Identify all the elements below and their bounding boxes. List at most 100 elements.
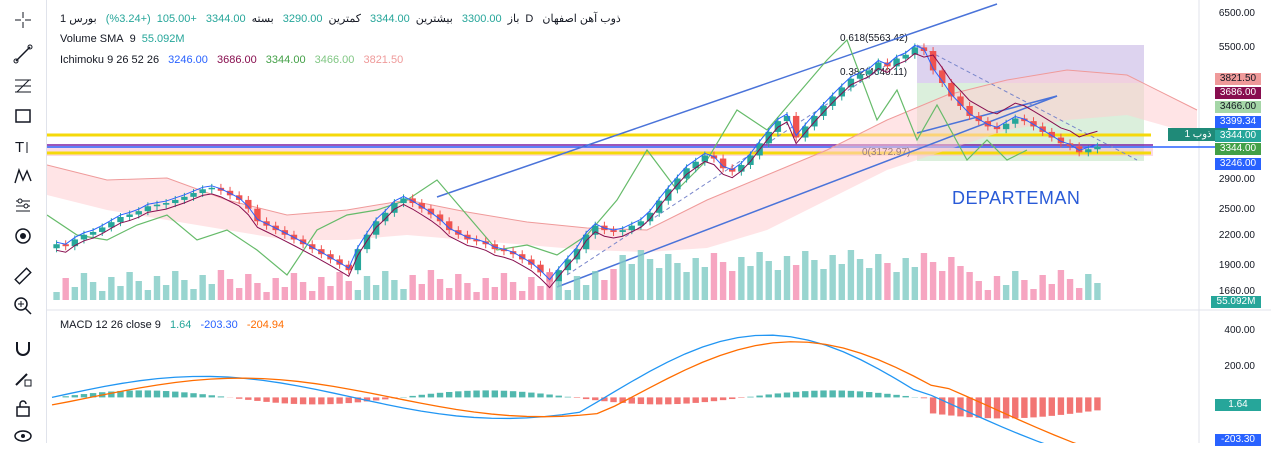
candle [1085, 149, 1091, 152]
volume-bar [172, 271, 178, 300]
macd-hist-bar [327, 397, 333, 404]
macd-hist-bar [510, 391, 516, 397]
macd-hist-bar [1094, 397, 1100, 410]
close-label: بسته [252, 13, 274, 25]
volume-indicator-length: 9 [130, 33, 136, 45]
ichimoku-legend[interactable]: Ichimoku 9 26 52 26 3246.00 3686.00 3344… [60, 54, 409, 66]
volume-bar [81, 273, 87, 300]
volume-bar [1076, 288, 1082, 300]
zoom-icon[interactable] [9, 292, 37, 320]
volume-bar [254, 283, 260, 300]
ichimoku-base-value: 3686.00 [217, 54, 257, 66]
macd-hist-bar [829, 390, 835, 397]
chart-area[interactable]: 0.618(5563.42)0.382(4640.11)0(3172.97) ب… [47, 0, 1271, 443]
volume-bar [1058, 270, 1064, 300]
volume-bar [738, 257, 744, 300]
macd-hist-bar [921, 397, 927, 398]
volume-bar [866, 268, 872, 300]
candle [629, 226, 635, 230]
volume-bar [483, 278, 489, 300]
symbol-name[interactable]: ذوب آهن اصفهان [542, 13, 620, 25]
crosshair-icon[interactable] [9, 6, 37, 34]
volume-bar [592, 271, 598, 300]
chart-canvas[interactable]: 0.618(5563.42)0.382(4640.11)0(3172.97) [47, 0, 1271, 443]
volume-bar [756, 252, 762, 300]
volume-bar [793, 265, 799, 300]
volume-bar [199, 275, 205, 300]
macd-hist-bar [437, 393, 443, 398]
volume-bar [683, 272, 689, 300]
macd-hist-bar [382, 397, 388, 399]
macd-hist-bar [711, 397, 717, 401]
trendline-icon[interactable] [9, 40, 37, 68]
macd-hist-bar [373, 397, 379, 400]
price-axis-label: 1900.00 [1219, 260, 1255, 271]
macd-hist-bar [209, 395, 215, 397]
macd-hist-bar [245, 397, 251, 399]
volume-bar [829, 255, 835, 300]
volume-bar [400, 289, 406, 300]
volume-bar [437, 279, 443, 300]
candle [90, 232, 96, 235]
volume-bar [994, 276, 1000, 300]
macd-legend[interactable]: MACD 12 26 close 9 1.64 -203.30 -204.94 [60, 319, 290, 331]
macd-hist-bar [565, 397, 571, 398]
price-axis-label: 2900.00 [1219, 174, 1255, 185]
volume-bar [419, 284, 425, 300]
volume-bar [409, 275, 415, 300]
volume-bar [957, 266, 963, 300]
macd-hist-bar [674, 397, 680, 404]
macd-hist-value: -204.94 [247, 319, 284, 331]
macd-hist-bar [592, 397, 598, 400]
volume-bar [528, 277, 534, 300]
price-tag: 3686.00 [1215, 87, 1261, 99]
prediction-icon[interactable] [9, 192, 37, 220]
eye-icon[interactable] [9, 422, 37, 450]
watermark-text: DEPARTEMAN [952, 188, 1080, 209]
candle [53, 244, 59, 248]
volume-bar [693, 258, 699, 300]
macd-hist-bar [839, 391, 845, 398]
volume-bar [574, 276, 580, 300]
fib-icon[interactable] [9, 72, 37, 100]
macd-hist-bar [428, 394, 434, 398]
macd-hist-bar [784, 393, 790, 398]
ruler-icon[interactable] [9, 262, 37, 290]
volume-bar [282, 287, 288, 300]
candle [985, 121, 991, 126]
macd-hist-bar [136, 390, 142, 397]
volume-bar [565, 290, 571, 300]
volume-bar [145, 290, 151, 300]
high-label: بیشترین [416, 13, 453, 25]
rectangle-icon[interactable] [9, 102, 37, 130]
volume-bar [1012, 271, 1018, 300]
lock-pencil-icon[interactable] [9, 364, 37, 392]
magnet-icon[interactable] [9, 334, 37, 362]
macd-hist-bar [218, 396, 224, 397]
brush-icon[interactable] [9, 222, 37, 250]
candle [903, 55, 909, 59]
macd-hist-bar [163, 391, 169, 397]
volume-bar [601, 280, 607, 300]
volume-bar [903, 258, 909, 300]
volume-bar [556, 281, 562, 300]
volume-bar [53, 292, 59, 300]
volume-bar [1085, 274, 1091, 300]
volume-bar [893, 272, 899, 300]
volume-bar [985, 290, 991, 300]
change-value: +105.00 [157, 13, 197, 25]
volume-bar [236, 288, 242, 300]
macd-hist-bar [346, 397, 352, 403]
volume-bar [966, 272, 972, 300]
symbol-legend: باز3300.00 بیشترین3344.00 کمترین3290.00 … [60, 12, 627, 25]
macd-hist-bar [1049, 397, 1055, 415]
macd-hist-bar [309, 397, 315, 404]
lock-icon[interactable] [9, 394, 37, 422]
volume-bar [327, 286, 333, 300]
volume-bar [227, 279, 233, 300]
text-icon[interactable]: T [9, 132, 37, 160]
pattern-icon[interactable] [9, 162, 37, 190]
volume-bar [519, 291, 525, 300]
macd-hist-bar [273, 397, 279, 402]
